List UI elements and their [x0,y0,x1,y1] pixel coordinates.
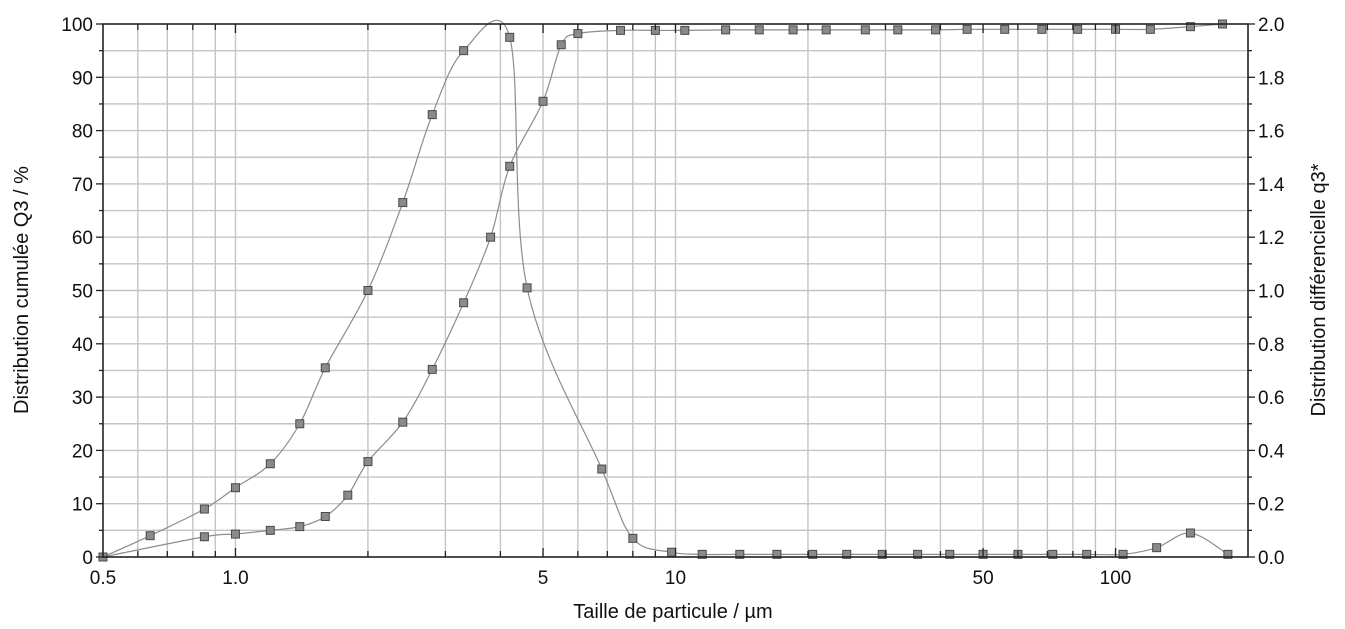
cumulative-q3-point [486,232,496,242]
differential-q3-point [945,549,955,559]
cumulative-q3-point [616,25,626,35]
y-tick-label-right: 1.2 [1258,228,1284,249]
differential-q3-point [772,549,782,559]
cumulative-q3-point [199,532,209,542]
y-tick-label-left: 0 [82,548,93,569]
y-tick-label-right: 0.2 [1258,495,1284,516]
cumulative-q3-point [860,25,870,35]
x-tick-label: 50 [973,568,994,589]
differential-q3-point [628,533,638,543]
y-tick-label-left: 60 [72,228,93,249]
differential-q3-point [522,283,532,293]
cumulative-q3-point [230,529,240,539]
cumulative-q3-point [363,457,373,467]
y-tick-label-right: 0.6 [1258,388,1284,409]
cumulative-q3-point [556,40,566,50]
differential-q3-point [145,531,155,541]
cumulative-q3-point [320,511,330,521]
y-tick-label-left: 100 [61,15,93,36]
cumulative-q3-point [398,417,408,427]
differential-q3-point [1118,549,1128,559]
differential-q3-point [842,549,852,559]
cumulative-q3-point [265,525,275,535]
y-tick-label-left: 50 [72,282,93,303]
y-tick-label-left: 40 [72,335,93,356]
y-tick-label-left: 20 [72,441,93,462]
x-tick-label: 1.0 [222,568,248,589]
cumulative-q3-point [1185,22,1195,32]
differential-q3-point [459,46,469,56]
cumulative-q3-point [893,25,903,35]
cumulative-q3-point [721,25,731,35]
cumulative-q3-point [538,96,548,106]
cumulative-q3-point [1000,24,1010,34]
x-axis-title: Taille de particule / µm [573,601,772,623]
axis-layer: 0.5 1.0 5 10 50 100 0 10 20 30 40 50 60 70 80 90 100 0.0 0… [61,15,1285,589]
differential-q3-point [735,549,745,559]
cumulative-q3-point [573,29,583,39]
y-axis-title-right: Distribution différencielle q3* [1308,163,1330,416]
differential-q3-curve [102,19,1229,558]
cumulative-q3-point [680,25,690,35]
differential-q3-point [230,483,240,493]
y-axis-title-left: Distribution cumulée Q3 / % [11,166,33,414]
y-tick-label-right: 1.6 [1258,122,1284,143]
x-tick-label: 10 [665,568,686,589]
y-tick-label-left: 90 [72,68,93,89]
differential-q3-point [808,549,818,559]
differential-q3-point [427,110,437,120]
cumulative-q3-point [788,25,798,35]
x-tick-label: 100 [1100,568,1132,589]
differential-q3-point [913,549,923,559]
y-tick-label-left: 80 [72,122,93,143]
cumulative-q3-point [295,522,305,532]
cumulative-q3-point [459,298,469,308]
y-tick-label-right: 0.8 [1258,335,1284,356]
y-tick-label-right: 1.4 [1258,175,1285,196]
differential-q3-point [1048,549,1058,559]
y-tick-label-left: 70 [72,175,93,196]
differential-q3-point [265,459,275,469]
differential-q3-point [1223,549,1233,559]
cumulative-q3-point [1145,24,1155,34]
differential-q3-point [667,547,677,557]
cumulative-q3-point [1073,24,1083,34]
differential-q3-point [199,504,209,514]
differential-q3-point [1185,528,1195,538]
cumulative-q3-point [931,25,941,35]
cumulative-q3-point [821,25,831,35]
cumulative-q3-point [505,161,515,171]
x-tick-label: 0.5 [90,568,116,589]
differential-q3-point [320,363,330,373]
cumulative-q3-point [1037,24,1047,34]
differential-q3-point [505,32,515,42]
y-tick-label-left: 10 [72,495,93,516]
cumulative-q3-point [343,490,353,500]
y-tick-label-right: 0.0 [1258,548,1284,569]
y-tick-label-right: 1.8 [1258,68,1284,89]
differential-q3-point [877,549,887,559]
y-tick-label-left: 30 [72,388,93,409]
differential-q3-point [363,286,373,295]
cumulative-q3-point [427,364,437,374]
y-tick-label-right: 0.4 [1258,441,1285,462]
y-tick-label-right: 1.0 [1258,282,1284,303]
cumulative-q3-point [962,24,972,34]
differential-q3-point [1082,549,1092,559]
differential-q3-point [398,198,408,208]
differential-q3-point [1152,543,1162,553]
grid-layer [103,24,1248,557]
differential-q3-point [295,419,305,429]
y-tick-label-right: 2.0 [1258,15,1284,36]
differential-q3-point [697,549,707,559]
cumulative-q3-point [754,25,764,35]
x-tick-label: 5 [538,568,549,589]
differential-q3-point [597,464,607,474]
